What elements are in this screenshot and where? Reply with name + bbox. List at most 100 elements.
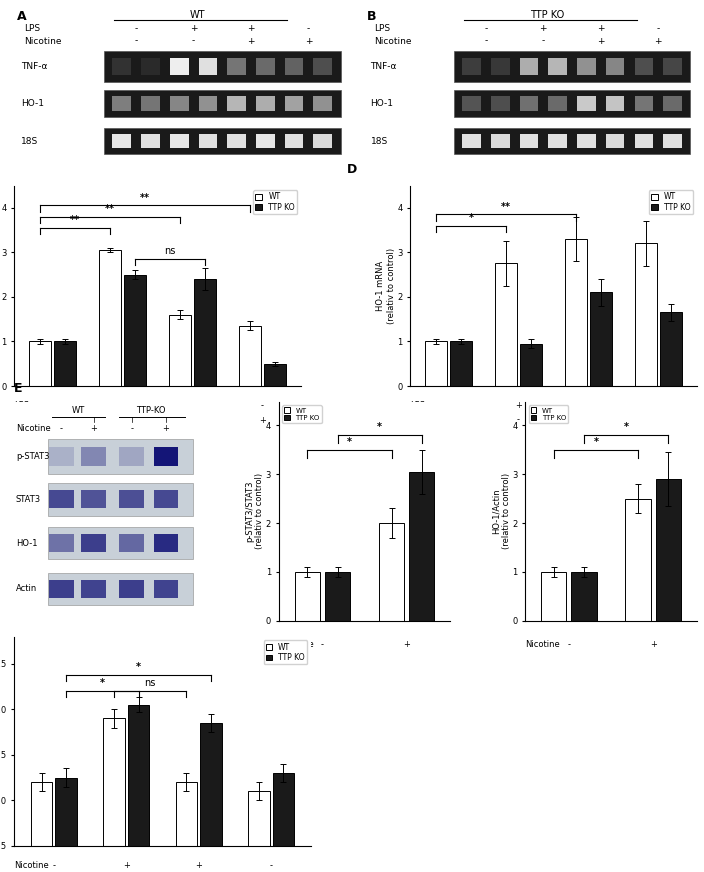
Bar	[577, 134, 596, 148]
Text: TNF-α: TNF-α	[370, 62, 397, 71]
Bar	[520, 134, 539, 148]
Bar	[113, 134, 131, 148]
Bar	[379, 523, 404, 621]
Bar	[491, 58, 510, 75]
Text: Nicotine: Nicotine	[24, 37, 61, 45]
Bar	[590, 292, 612, 386]
Text: *: *	[136, 662, 141, 672]
Bar	[450, 342, 472, 386]
Text: -: -	[51, 401, 54, 410]
Text: 18S: 18S	[20, 137, 38, 146]
Bar	[49, 483, 193, 515]
Bar	[313, 58, 332, 75]
Bar	[284, 58, 303, 75]
Bar	[625, 499, 650, 621]
Bar	[127, 705, 149, 872]
Bar	[120, 580, 144, 598]
Bar	[520, 344, 542, 386]
Bar	[409, 472, 434, 621]
Bar	[153, 580, 178, 598]
Bar	[462, 134, 481, 148]
Text: +: +	[259, 416, 266, 425]
Bar	[82, 447, 106, 467]
Text: +: +	[189, 401, 196, 410]
Text: ns: ns	[165, 246, 176, 256]
Text: A: A	[18, 10, 27, 24]
Bar	[491, 96, 510, 111]
Text: +: +	[190, 24, 197, 32]
Bar	[491, 134, 510, 148]
Text: WT: WT	[72, 406, 85, 415]
Text: Nicotine: Nicotine	[16, 424, 51, 433]
Bar	[256, 96, 275, 111]
Bar	[663, 96, 682, 111]
Bar	[169, 315, 191, 386]
Bar	[495, 263, 517, 386]
Text: +: +	[163, 424, 170, 433]
Text: +: +	[650, 640, 657, 650]
Text: *: *	[468, 213, 473, 223]
Bar	[49, 573, 193, 605]
Bar	[82, 490, 106, 508]
Bar	[103, 719, 125, 872]
Legend: WT, TTP KO: WT, TTP KO	[264, 640, 307, 664]
Text: +: +	[247, 24, 255, 32]
Bar	[104, 128, 341, 154]
Text: -: -	[541, 37, 545, 45]
Text: +: +	[655, 416, 662, 425]
Bar	[113, 96, 131, 111]
Text: Nicotine: Nicotine	[525, 640, 560, 650]
Text: Nicotine: Nicotine	[14, 862, 49, 870]
Bar	[548, 134, 567, 148]
Legend: WT, TTP KO: WT, TTP KO	[649, 190, 693, 215]
Legend: WT, TTP KO: WT, TTP KO	[529, 405, 568, 423]
Text: +: +	[403, 640, 410, 650]
Text: +: +	[90, 424, 97, 433]
Text: +: +	[585, 401, 592, 410]
Bar	[313, 96, 332, 111]
Text: -: -	[134, 24, 138, 32]
Text: Nicotine: Nicotine	[279, 640, 313, 650]
Bar	[153, 490, 178, 508]
Bar	[325, 572, 351, 621]
Text: E: E	[14, 382, 23, 395]
Bar	[49, 580, 74, 598]
Bar	[199, 96, 218, 111]
Bar	[227, 134, 246, 148]
Bar	[227, 58, 246, 75]
Bar	[264, 364, 287, 386]
Bar	[170, 58, 189, 75]
Text: ns: ns	[144, 678, 156, 688]
Bar	[635, 243, 657, 386]
Text: 18S: 18S	[370, 137, 388, 146]
Bar	[120, 534, 144, 552]
Bar	[634, 58, 653, 75]
Bar	[572, 572, 597, 621]
Text: -: -	[567, 640, 570, 650]
Legend: WT, TTP KO: WT, TTP KO	[253, 190, 297, 215]
Text: +: +	[515, 401, 522, 410]
Text: **: **	[501, 201, 511, 212]
Text: **: **	[140, 193, 150, 203]
Bar	[520, 58, 539, 75]
Bar	[425, 342, 447, 386]
Text: -: -	[657, 401, 660, 410]
Text: -: -	[307, 24, 310, 32]
Text: -: -	[52, 862, 56, 870]
Bar	[49, 527, 193, 560]
Text: Actin: Actin	[16, 584, 37, 594]
Text: +: +	[123, 862, 130, 870]
Bar	[170, 134, 189, 148]
Bar	[141, 134, 160, 148]
Text: HO-1: HO-1	[20, 99, 44, 108]
Bar	[239, 326, 261, 386]
Bar	[99, 250, 121, 386]
Text: +: +	[585, 416, 592, 425]
Legend: WT, TTP KO: WT, TTP KO	[282, 405, 322, 423]
Text: LPS: LPS	[14, 401, 29, 410]
Text: -: -	[484, 37, 487, 45]
Bar	[256, 134, 275, 148]
Text: -: -	[60, 424, 63, 433]
Text: Nicotine: Nicotine	[14, 416, 49, 425]
Text: -: -	[261, 401, 264, 410]
